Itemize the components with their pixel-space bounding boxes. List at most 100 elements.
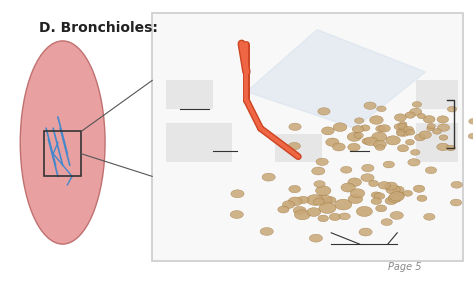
Ellipse shape <box>394 114 406 121</box>
Ellipse shape <box>316 195 332 205</box>
Ellipse shape <box>410 108 422 115</box>
Ellipse shape <box>335 199 352 210</box>
Ellipse shape <box>347 132 361 141</box>
Ellipse shape <box>356 206 373 217</box>
Ellipse shape <box>289 186 301 193</box>
Ellipse shape <box>289 123 301 131</box>
Ellipse shape <box>374 141 386 148</box>
Ellipse shape <box>371 198 382 205</box>
Ellipse shape <box>385 197 397 205</box>
Ellipse shape <box>450 199 462 206</box>
Ellipse shape <box>350 189 365 198</box>
Ellipse shape <box>375 145 385 150</box>
Ellipse shape <box>384 182 397 190</box>
Ellipse shape <box>438 124 450 131</box>
Ellipse shape <box>348 178 361 186</box>
Ellipse shape <box>405 139 414 145</box>
Ellipse shape <box>468 133 474 139</box>
Ellipse shape <box>316 158 328 166</box>
Ellipse shape <box>427 124 435 129</box>
Ellipse shape <box>348 194 363 203</box>
Bar <box>416 80 458 109</box>
Ellipse shape <box>318 108 330 115</box>
Ellipse shape <box>372 132 387 142</box>
Ellipse shape <box>379 125 390 132</box>
Ellipse shape <box>359 228 372 236</box>
Ellipse shape <box>403 190 412 196</box>
Ellipse shape <box>321 127 334 135</box>
Ellipse shape <box>427 126 434 131</box>
Ellipse shape <box>377 106 386 112</box>
Ellipse shape <box>283 201 295 208</box>
Ellipse shape <box>360 125 370 131</box>
Ellipse shape <box>390 192 404 201</box>
Ellipse shape <box>348 143 360 151</box>
Bar <box>166 80 213 109</box>
Ellipse shape <box>408 159 420 166</box>
Ellipse shape <box>398 123 407 129</box>
Ellipse shape <box>399 122 407 127</box>
Bar <box>275 134 322 162</box>
Ellipse shape <box>352 126 364 133</box>
Ellipse shape <box>355 118 364 123</box>
Ellipse shape <box>354 133 364 138</box>
Ellipse shape <box>361 174 374 182</box>
Ellipse shape <box>419 131 431 139</box>
Bar <box>166 123 232 162</box>
Ellipse shape <box>374 193 385 200</box>
Polygon shape <box>246 30 426 128</box>
Ellipse shape <box>260 227 273 235</box>
Ellipse shape <box>362 164 374 172</box>
Ellipse shape <box>423 116 435 123</box>
Ellipse shape <box>369 180 379 187</box>
Ellipse shape <box>397 131 405 136</box>
Ellipse shape <box>433 129 441 134</box>
Ellipse shape <box>333 123 347 131</box>
Ellipse shape <box>378 182 390 189</box>
Ellipse shape <box>437 116 448 123</box>
Ellipse shape <box>288 197 302 206</box>
Ellipse shape <box>447 106 457 112</box>
Ellipse shape <box>376 205 387 212</box>
Ellipse shape <box>319 203 336 213</box>
Ellipse shape <box>20 41 105 244</box>
Ellipse shape <box>297 196 309 203</box>
Ellipse shape <box>293 206 306 215</box>
Ellipse shape <box>386 136 401 145</box>
Ellipse shape <box>446 145 456 151</box>
Ellipse shape <box>341 166 352 173</box>
Ellipse shape <box>391 191 404 199</box>
Ellipse shape <box>390 211 403 219</box>
Bar <box>152 13 463 261</box>
Ellipse shape <box>318 215 328 222</box>
Ellipse shape <box>316 186 331 196</box>
Ellipse shape <box>418 113 426 119</box>
Ellipse shape <box>371 192 381 198</box>
Ellipse shape <box>469 119 474 124</box>
Ellipse shape <box>325 197 336 204</box>
Ellipse shape <box>424 213 435 220</box>
Ellipse shape <box>362 138 372 144</box>
Ellipse shape <box>332 143 345 151</box>
Ellipse shape <box>312 167 325 175</box>
Ellipse shape <box>329 213 341 221</box>
Ellipse shape <box>413 185 425 192</box>
Ellipse shape <box>425 167 437 174</box>
Ellipse shape <box>394 124 404 130</box>
Ellipse shape <box>404 126 413 133</box>
Ellipse shape <box>383 161 394 168</box>
Ellipse shape <box>417 195 427 201</box>
Ellipse shape <box>439 135 448 140</box>
Ellipse shape <box>339 213 350 220</box>
Ellipse shape <box>314 181 325 188</box>
Ellipse shape <box>410 150 420 155</box>
Ellipse shape <box>307 208 321 216</box>
Ellipse shape <box>392 186 404 194</box>
Ellipse shape <box>294 210 310 220</box>
Ellipse shape <box>230 211 243 219</box>
Ellipse shape <box>364 102 376 109</box>
Ellipse shape <box>307 195 324 205</box>
Ellipse shape <box>406 129 415 135</box>
Ellipse shape <box>451 182 462 188</box>
Text: D. Bronchioles:: D. Bronchioles: <box>39 21 158 35</box>
